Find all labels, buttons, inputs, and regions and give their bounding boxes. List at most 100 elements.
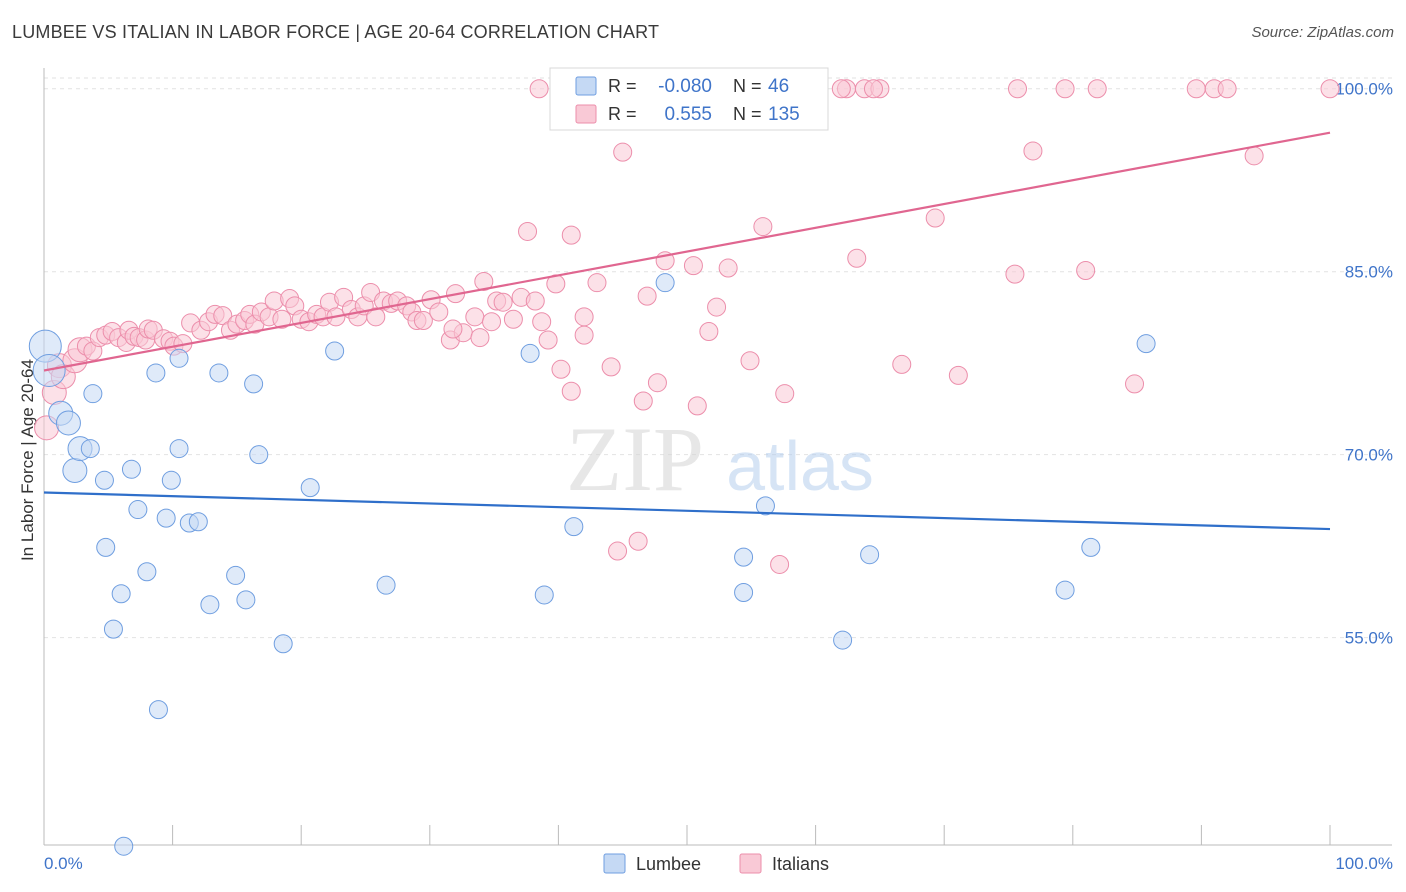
italians-point [628,531,648,551]
y-tick-label: 100.0% [1335,80,1393,99]
lumbee-point [655,273,675,293]
italians-point [1320,79,1340,99]
italians-point [925,208,945,228]
italians-point [601,357,621,377]
lumbee-point [80,439,100,459]
italians-point [213,306,233,326]
italians-point [770,554,790,574]
lumbee-point [273,634,293,654]
italians-point [1186,79,1206,99]
italians-point [561,381,581,401]
italians-point [633,391,653,411]
italians-point [637,286,657,306]
italians-point [518,221,538,241]
italians-point [429,302,449,322]
lumbee-legend-label: Lumbee [636,854,701,874]
italians-point [847,248,867,268]
lumbee-point [734,547,754,567]
lumbee-point [62,458,88,484]
legend-n-label: N = [733,104,762,124]
x-tick-label: 100.0% [1335,854,1393,873]
lumbee-point [860,545,880,565]
lumbee-point [1055,580,1075,600]
italians-point [948,365,968,385]
italians-point [863,79,883,99]
italians-point [1244,146,1264,166]
legend-r-label: R = [608,104,637,124]
italians-point [482,312,502,332]
italians-trend-line [43,131,1331,372]
lumbee-point [161,470,181,490]
italians-point [718,258,738,278]
italians-point [707,297,727,317]
italians-point [687,396,707,416]
lumbee-point [169,348,189,368]
italians-point [443,319,463,339]
italians-point [608,541,628,561]
lumbee-point [734,583,754,603]
lumbee-point [94,470,114,490]
italians-point [538,330,558,350]
lumbee-point [376,575,396,595]
lumbee-point [833,630,853,650]
lumbee-legend-swatch [575,76,597,96]
italians-point [574,325,594,345]
source-credit: Source: ZipAtlas.com [1251,24,1394,41]
italians-point [647,373,667,393]
italians-point [493,292,513,312]
lumbee-point [244,374,264,394]
italians-point [574,307,594,327]
chart-title: LUMBEE VS ITALIAN IN LABOR FORCE | AGE 2… [12,22,660,42]
italians-point [1055,79,1075,99]
lumbee-point [188,512,208,532]
italians-point [775,384,795,404]
italians-point [1087,79,1107,99]
italians-point [1023,141,1043,161]
italians-legend-swatch [575,104,597,124]
italians-point [699,321,719,341]
italians-legend-label: Italians [772,854,829,874]
lumbee-point [121,459,141,479]
lumbee-point [111,584,131,604]
y-tick-label: 55.0% [1345,629,1393,648]
lumbee-point [200,595,220,615]
italians-point [683,256,703,276]
italians-point [753,217,773,237]
italians-point [1008,79,1028,99]
legend-r-label: R = [608,76,637,96]
y-tick-label: 70.0% [1345,446,1393,465]
italians-legend-swatch [739,853,762,874]
lumbee-point [55,410,81,436]
italians-point [1217,79,1237,99]
italians-point [272,309,292,329]
lumbee-point [169,439,189,459]
lumbee-point [114,836,134,856]
lumbee-point [96,537,116,557]
lumbee-point [534,585,554,605]
y-tick-label: 85.0% [1345,263,1393,282]
lumbee-trend-line [43,491,1331,531]
watermark-atlas: atlas [726,427,874,505]
italians-point [551,359,571,379]
lumbee-point [137,562,157,582]
x-tick-label: 0.0% [44,854,83,873]
italians-point [525,291,545,311]
lumbee-point [520,343,540,363]
lumbee-point [148,700,168,720]
italians-point [561,225,581,245]
italians-point [1076,260,1096,280]
lumbee-point [249,445,269,465]
legend-r-value: 0.555 [664,104,712,125]
lumbee-point [156,508,176,528]
lumbee-point [146,363,166,383]
lumbee-point [564,517,584,537]
italians-point [892,354,912,374]
lumbee-point [83,384,103,404]
italians-point [587,273,607,293]
italians-point [613,142,633,162]
italians-point [1125,374,1145,394]
lumbee-legend-swatch [603,853,626,874]
legend-n-value: 135 [768,104,800,125]
lumbee-point [103,619,123,639]
